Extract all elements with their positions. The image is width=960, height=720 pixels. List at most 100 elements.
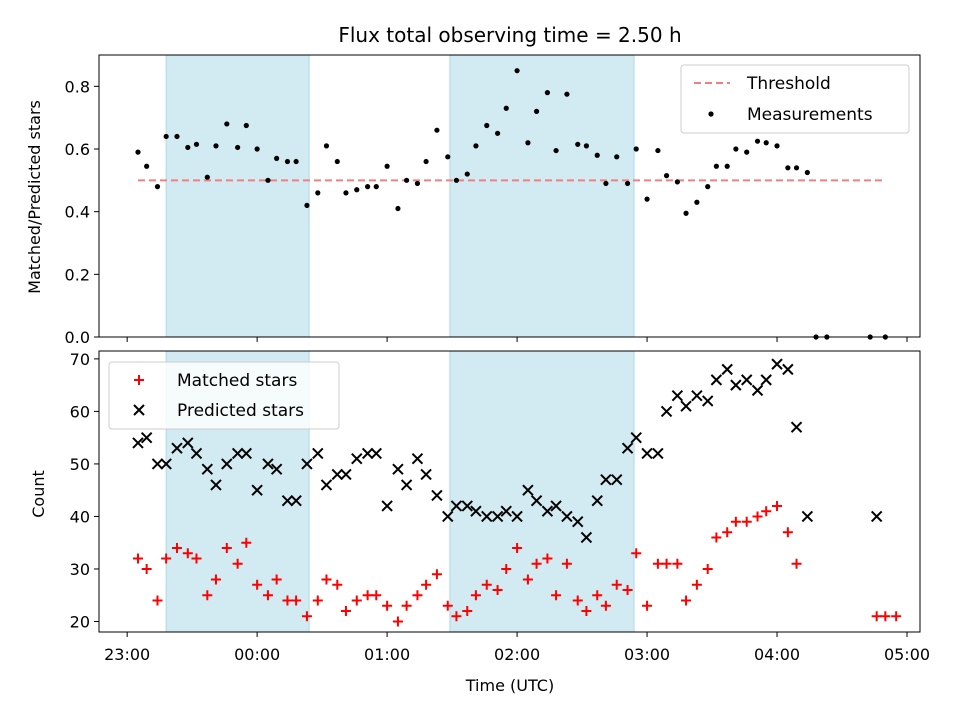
point-predicted-stars xyxy=(530,494,543,507)
point-matched-stars xyxy=(681,595,692,606)
point-predicted-stars xyxy=(201,463,214,475)
point-predicted-stars xyxy=(870,510,883,523)
shaded-interval-1 xyxy=(165,54,310,338)
point-matched-stars xyxy=(182,548,193,559)
point-matched-stars xyxy=(481,579,492,590)
axes-frame xyxy=(98,54,921,338)
point-matched-stars xyxy=(252,579,263,590)
point-predicted-stars xyxy=(740,374,753,386)
point-predicted-stars xyxy=(450,500,463,512)
point-measurements xyxy=(373,184,379,190)
point-matched-stars xyxy=(202,590,213,601)
point-matched-stars xyxy=(210,574,221,585)
point-matched-stars xyxy=(362,590,373,601)
point-predicted-stars xyxy=(262,458,274,470)
point-matched-stars xyxy=(492,584,503,595)
point-matched-stars xyxy=(271,574,282,585)
point-measurements xyxy=(663,173,670,179)
point-predicted-stars xyxy=(281,494,294,507)
point-predicted-stars xyxy=(481,510,493,523)
point-predicted-stars xyxy=(270,463,283,475)
point-predicted-stars xyxy=(621,442,634,454)
point-predicted-stars xyxy=(190,447,203,460)
y-axis-label-top: Matched/Predicted stars xyxy=(25,100,44,294)
point-matched-stars xyxy=(312,595,323,606)
point-predicted-stars xyxy=(660,405,673,418)
point-predicted-stars xyxy=(782,363,794,376)
point-predicted-stars xyxy=(240,447,253,460)
point-predicted-stars xyxy=(312,447,324,460)
point-predicted-stars xyxy=(381,500,393,512)
point-matched-stars xyxy=(711,532,722,543)
point-measurements xyxy=(525,140,531,146)
point-measurements xyxy=(343,190,349,196)
point-measurements xyxy=(334,158,340,165)
point-predicted-stars xyxy=(411,452,424,465)
y-tick-label: 0.0 xyxy=(65,328,90,347)
point-measurements xyxy=(204,174,210,180)
legend-bottom: Matched stars Predicted stars xyxy=(108,361,340,430)
point-predicted-stars xyxy=(420,468,432,481)
point-measurements xyxy=(395,205,401,212)
x-tick-label: 02:00 xyxy=(494,645,540,664)
point-matched-stars xyxy=(542,553,553,564)
point-matched-stars xyxy=(371,590,382,601)
point-measurements xyxy=(293,158,299,165)
point-matched-stars xyxy=(600,600,611,611)
point-predicted-stars xyxy=(550,500,562,512)
point-measurements xyxy=(624,180,631,187)
point-matched-stars xyxy=(161,553,172,564)
point-measurements xyxy=(614,154,620,160)
point-matched-stars xyxy=(282,595,293,606)
point-matched-stars xyxy=(592,590,603,601)
legend-measurements-label: Measurements xyxy=(747,105,873,125)
point-matched-stars xyxy=(221,542,232,553)
top-panel: 0.0 0.2 0.4 0.6 0.8 Threshold Measurements xyxy=(65,54,921,347)
point-predicted-stars xyxy=(182,437,194,449)
point-measurements xyxy=(494,130,501,136)
point-predicted-stars xyxy=(580,531,593,544)
point-matched-stars xyxy=(451,611,462,622)
point-predicted-stars xyxy=(561,510,573,523)
legend-matched-swatch xyxy=(134,375,144,385)
point-predicted-stars xyxy=(320,479,333,491)
point-measurements xyxy=(553,147,559,154)
point-predicted-stars xyxy=(801,510,814,523)
point-matched-stars xyxy=(531,558,542,569)
point-measurements xyxy=(594,152,600,158)
point-measurements xyxy=(224,121,230,127)
point-matched-stars xyxy=(421,579,432,590)
y-tick-label: 30 xyxy=(70,560,90,579)
point-matched-stars xyxy=(661,558,672,569)
point-matched-stars xyxy=(871,611,882,622)
y-tick-label: 60 xyxy=(70,402,90,421)
point-matched-stars xyxy=(470,590,481,601)
point-measurements xyxy=(193,141,200,147)
point-matched-stars xyxy=(431,569,442,580)
x-tick-label: 05:00 xyxy=(884,645,930,664)
x-tick-label: 04:00 xyxy=(754,645,800,664)
point-matched-stars xyxy=(891,611,902,622)
x-tick-label: 03:00 xyxy=(624,645,670,664)
legend-predicted-swatch xyxy=(133,404,145,416)
point-predicted-stars xyxy=(491,510,504,523)
point-matched-stars xyxy=(232,558,243,569)
point-matched-stars xyxy=(332,579,343,590)
point-measurements xyxy=(154,184,161,190)
point-matched-stars xyxy=(301,611,312,622)
point-predicted-stars xyxy=(572,515,584,528)
point-predicted-stars xyxy=(151,458,164,470)
point-predicted-stars xyxy=(641,447,653,460)
point-predicted-stars xyxy=(290,494,302,507)
point-predicted-stars xyxy=(461,500,473,512)
point-measurements xyxy=(404,177,410,183)
point-predicted-stars xyxy=(361,447,374,460)
point-measurements xyxy=(575,141,581,147)
point-measurements xyxy=(213,143,219,149)
legend-top: Threshold Measurements xyxy=(680,64,910,134)
point-predicted-stars xyxy=(442,510,454,523)
legend-predicted-label: Predicted stars xyxy=(177,401,304,421)
point-predicted-stars xyxy=(790,421,803,433)
point-matched-stars xyxy=(382,600,393,611)
